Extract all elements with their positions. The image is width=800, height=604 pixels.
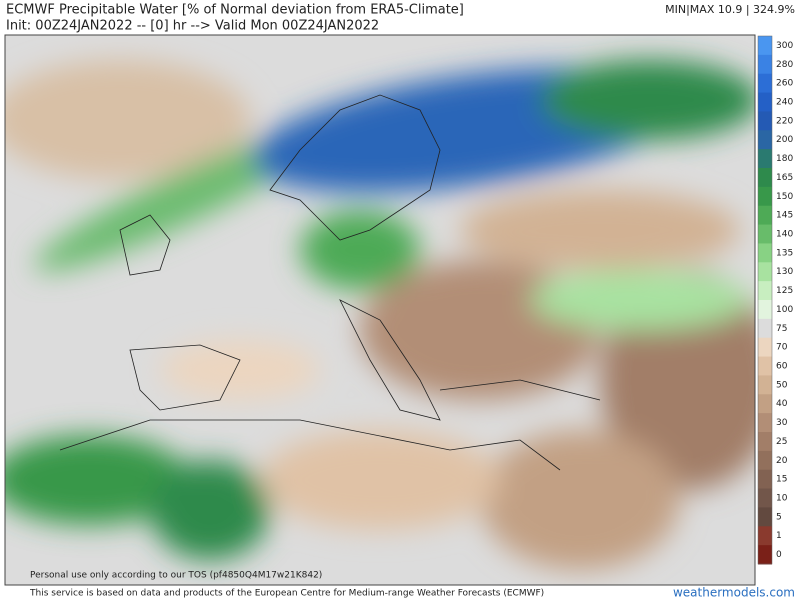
colorbar-cell: [758, 337, 772, 358]
colorbar-cell: [758, 526, 772, 546]
colorbar-cell: [758, 469, 772, 490]
field: [5, 60, 250, 180]
colorbar-label: 20: [776, 456, 788, 466]
coastline: [129, 344, 241, 411]
colorbar-cell: [758, 168, 772, 188]
colorbar-label: 70: [776, 343, 788, 353]
colorbar-label: 300: [776, 41, 793, 51]
field: [260, 430, 500, 530]
coastline: [119, 214, 171, 276]
colorbar-cell: [758, 111, 772, 131]
colorbar-cell: [758, 205, 772, 226]
field: [34, 128, 326, 272]
coastline: [269, 94, 441, 241]
colorbar-label: 135: [776, 248, 793, 258]
colorbar-cell: [758, 450, 772, 471]
field: [460, 190, 740, 270]
colorbar-label: 200: [776, 135, 793, 145]
colorbar-cell: [758, 186, 772, 207]
colorbar-label: 40: [776, 399, 788, 409]
colorbar-cell: [758, 149, 772, 169]
colorbar-cell: [758, 262, 772, 282]
field: [160, 340, 320, 400]
footer-site: weathermodels.com: [673, 586, 795, 600]
field: [150, 460, 270, 560]
colorbar-label: 125: [776, 286, 793, 296]
colorbar-label: 140: [776, 230, 793, 240]
colorbar-cell: [758, 545, 772, 565]
colorbar-label: 30: [776, 418, 788, 428]
colorbar-cell: [758, 394, 772, 414]
colorbar-label: 150: [776, 192, 793, 202]
colorbar-label: 10: [776, 494, 788, 504]
coastline: [59, 419, 561, 471]
colorbar-label: 50: [776, 380, 788, 390]
colorbar-label: 75: [776, 324, 787, 334]
colorbar-cell: [758, 507, 772, 527]
colorbar-label: 1: [776, 531, 782, 541]
map-fields: [5, 60, 755, 570]
field: [530, 270, 750, 330]
colorbar-cell: [758, 413, 772, 433]
colorbar-label: 260: [776, 79, 793, 89]
colorbar-label: 145: [776, 211, 793, 221]
title: ECMWF Precipitable Water [% of Normal de…: [6, 3, 464, 18]
colorbar-cell: [758, 488, 772, 508]
colorbar: 3002802602402202001801651501451401351301…: [757, 35, 793, 565]
colorbar-label: 100: [776, 305, 793, 315]
colorbar-cell: [758, 130, 772, 150]
coastline: [339, 299, 441, 421]
colorbar-label: 60: [776, 362, 788, 372]
map-frame: [4, 34, 756, 586]
colorbar-cell: [758, 73, 772, 94]
colorbar-cell: [758, 432, 772, 452]
colorbar-label: 130: [776, 267, 793, 277]
colorbar-cell: [758, 54, 772, 75]
min-max: MIN|MAX 10.9 | 324.9%: [665, 3, 795, 16]
colorbar-label: 15: [776, 475, 787, 485]
colorbar-cell: [758, 281, 772, 301]
field: [480, 430, 680, 570]
colorbar-label: 165: [776, 173, 793, 183]
field: [5, 435, 190, 525]
colorbar-label: 25: [776, 437, 787, 447]
watermark: Personal use only according to our TOS (…: [30, 571, 322, 581]
colorbar-label: 280: [776, 60, 793, 70]
subtitle: Init: 00Z24JAN2022 -- [0] hr --> Valid M…: [6, 19, 379, 34]
coastline: [439, 379, 601, 401]
map: Personal use only according to our TOS (…: [5, 35, 755, 585]
colorbar-cell: [758, 243, 772, 263]
colorbar-cell: [758, 224, 772, 244]
colorbar-label: 220: [776, 116, 793, 126]
colorbar-cell: [758, 300, 772, 320]
colorbar-label: 5: [776, 512, 782, 522]
colorbar-label: 0: [776, 550, 782, 560]
field: [540, 60, 755, 140]
colorbar-cell: [758, 318, 772, 339]
colorbar-cell: [758, 375, 772, 395]
colorbar-label: 240: [776, 98, 793, 108]
colorbar-cell: [758, 92, 772, 112]
coastlines: [59, 94, 601, 471]
colorbar-label: 180: [776, 154, 793, 164]
colorbar-cell: [758, 356, 772, 376]
colorbar-cell: [758, 36, 772, 56]
colorbar-frame: [757, 35, 773, 565]
footer-disclaimer: This service is based on data and produc…: [29, 589, 544, 599]
